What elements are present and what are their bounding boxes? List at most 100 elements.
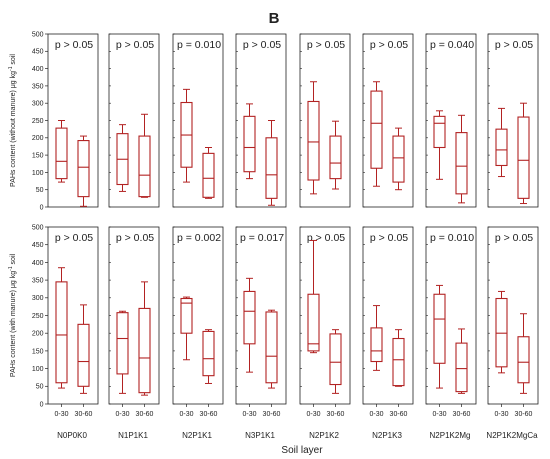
x-tick-label: 0-30 (494, 411, 508, 418)
p-value: p > 0.05 (495, 232, 533, 244)
box (307, 100, 320, 181)
p-value: p = 0.017 (240, 232, 284, 244)
box (517, 336, 530, 384)
y-tick-label: 50 (36, 384, 44, 391)
y-axis-label: PAHs content (without manure) μg kg-1 so… (8, 54, 17, 187)
x-tick-label: 30-60 (327, 411, 345, 418)
x-tick-label: 30-60 (263, 411, 281, 418)
box (202, 152, 215, 198)
box (202, 330, 215, 377)
box (265, 311, 278, 384)
box (495, 128, 508, 167)
box (138, 307, 151, 394)
figure-label: B (269, 10, 280, 27)
y-tick-label: 150 (32, 348, 44, 355)
y-tick-label: 100 (32, 366, 44, 373)
p-value: p > 0.05 (370, 39, 408, 51)
x-tick-label: 0-30 (306, 411, 320, 418)
p-value: p > 0.05 (370, 232, 408, 244)
y-axis-label-unit: μg kg (10, 271, 17, 288)
p-value: p > 0.05 (495, 39, 533, 51)
box (370, 90, 383, 169)
p-value: p > 0.05 (307, 39, 345, 51)
y-tick-label: 500 (32, 224, 44, 231)
p-value: p = 0.040 (430, 39, 474, 51)
treatment-label: N2P1K2MgCa (486, 431, 538, 440)
box (77, 323, 90, 387)
x-tick-label: 30-60 (515, 411, 533, 418)
x-tick-label: 0-30 (179, 411, 193, 418)
box (433, 293, 446, 364)
box (392, 337, 405, 387)
p-value: p > 0.05 (116, 39, 154, 51)
x-tick-label: 30-60 (200, 411, 218, 418)
y-tick-label: 450 (32, 49, 44, 56)
box (265, 137, 278, 199)
box (517, 116, 530, 199)
treatment-label: N2P1K1 (182, 431, 212, 440)
x-tick-label: 0-30 (242, 411, 256, 418)
box (180, 297, 193, 334)
y-tick-label: 50 (36, 187, 44, 194)
box (370, 327, 383, 363)
y-tick-label: 350 (32, 278, 44, 285)
x-tick-label: 0-30 (432, 411, 446, 418)
p-value: p = 0.010 (177, 39, 221, 51)
y-tick-label: 100 (32, 170, 44, 177)
y-axis-label-main: PAHs content (without manure) (10, 90, 17, 187)
y-tick-label: 400 (32, 260, 44, 267)
box (55, 127, 68, 180)
y-tick-label: 0 (40, 204, 44, 211)
box (455, 342, 468, 393)
box (307, 293, 320, 352)
x-tick-label: 0-30 (369, 411, 383, 418)
y-tick-label: 150 (32, 153, 44, 160)
y-axis-label-unit: μg kg (10, 71, 17, 88)
panel-frame (47, 33, 99, 208)
box (55, 281, 68, 384)
treatment-label: N2P1K2 (309, 431, 339, 440)
box (116, 312, 129, 375)
y-tick-label: 200 (32, 135, 44, 142)
y-tick-label: 500 (32, 31, 44, 38)
x-tick-label: 30-60 (453, 411, 471, 418)
box (243, 115, 256, 173)
box (329, 135, 342, 180)
box (329, 333, 342, 386)
x-tick-label: 30-60 (75, 411, 93, 418)
p-value: p > 0.05 (243, 39, 281, 51)
panel-frame (47, 226, 99, 405)
treatment-label: N0P0K0 (57, 431, 87, 440)
treatment-label: N2P1K3 (372, 431, 402, 440)
y-tick-label: 400 (32, 66, 44, 73)
y-axis-label-unit-suffix: soil (10, 54, 17, 67)
y-axis-label-unit-exponent: -1 (8, 266, 14, 271)
x-tick-label: 30-60 (390, 411, 408, 418)
y-tick-label: 350 (32, 83, 44, 90)
y-tick-label: 250 (32, 313, 44, 320)
treatment-label: N1P1K1 (118, 431, 148, 440)
y-tick-label: 300 (32, 101, 44, 108)
y-axis-label: PAHs content (with manure) μg kg-1 soil (8, 253, 17, 377)
y-tick-label: 450 (32, 242, 44, 249)
x-tick-label: 0-30 (54, 411, 68, 418)
x-tick-label: 0-30 (115, 411, 129, 418)
p-value: p > 0.05 (55, 232, 93, 244)
y-axis-label-unit-exponent: -1 (8, 66, 14, 71)
y-tick-label: 0 (40, 401, 44, 408)
box (433, 115, 446, 149)
box (77, 140, 90, 198)
treatment-label: N3P1K1 (245, 431, 275, 440)
y-axis-label-unit-suffix: soil (10, 253, 17, 266)
p-value: p = 0.002 (177, 232, 221, 244)
panel-frame (487, 33, 539, 208)
box (455, 132, 468, 195)
y-tick-label: 250 (32, 118, 44, 125)
p-value: p > 0.05 (55, 39, 93, 51)
box (138, 135, 151, 198)
x-tick-label: 30-60 (136, 411, 154, 418)
box (243, 290, 256, 345)
y-tick-label: 200 (32, 331, 44, 338)
box (392, 135, 405, 183)
